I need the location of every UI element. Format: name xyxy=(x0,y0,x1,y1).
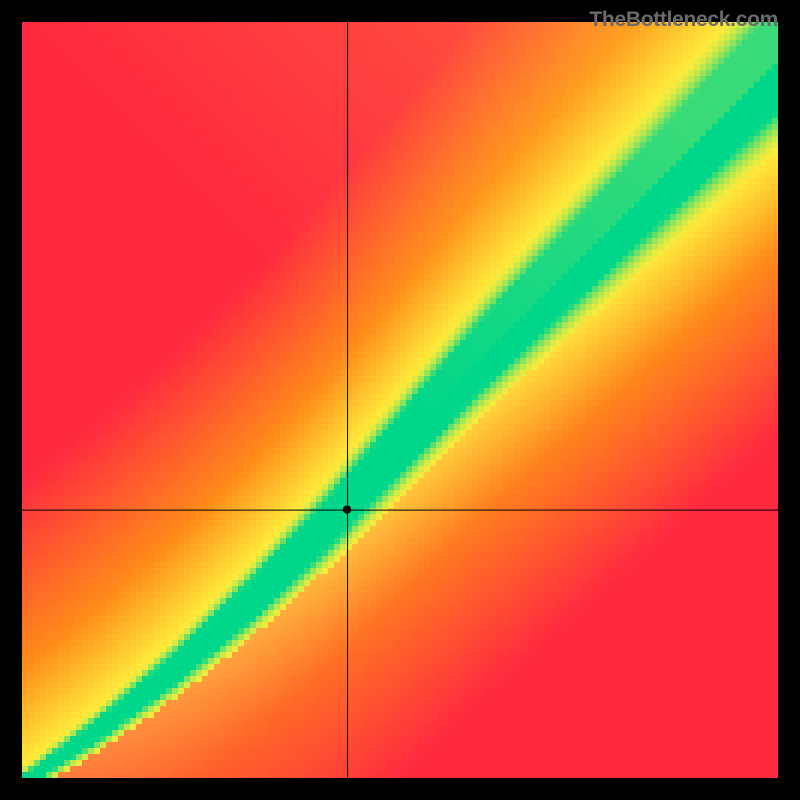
chart-container: TheBottleneck.com xyxy=(0,0,800,800)
watermark-text: TheBottleneck.com xyxy=(589,8,778,32)
bottleneck-heatmap xyxy=(0,0,800,800)
